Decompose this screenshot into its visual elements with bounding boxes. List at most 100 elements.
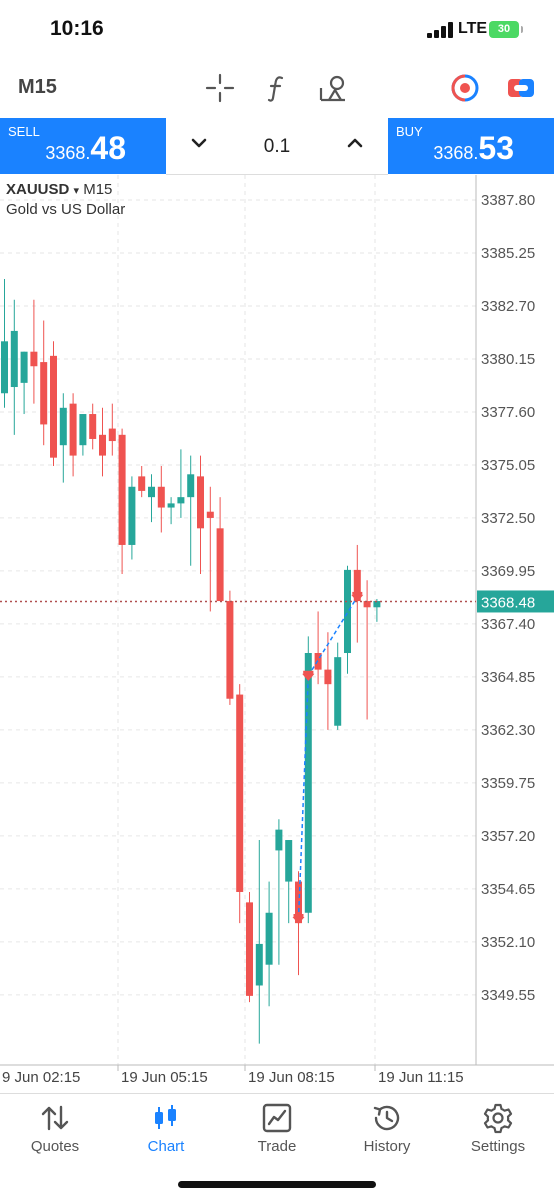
candle-body bbox=[30, 351, 38, 367]
trade-icon bbox=[262, 1103, 292, 1133]
candle-body bbox=[353, 569, 361, 602]
y-tick-label: 3369.95 bbox=[481, 563, 535, 580]
nav-settings[interactable]: Settings bbox=[443, 1094, 553, 1174]
y-tick-label: 3367.40 bbox=[481, 616, 535, 633]
y-tick-label: 3349.55 bbox=[481, 987, 535, 1004]
clock: 10:16 bbox=[50, 17, 104, 40]
symbol-header[interactable]: XAUUSD ▾ M15 bbox=[6, 181, 113, 198]
trade-marker-bar bbox=[293, 913, 304, 917]
trade-marker-bar bbox=[352, 591, 363, 595]
lot-value[interactable]: 0.1 bbox=[263, 136, 291, 157]
candle-body bbox=[226, 601, 234, 699]
network-label: LTE bbox=[458, 20, 488, 37]
candle-body bbox=[206, 511, 214, 518]
candle-body bbox=[20, 351, 28, 383]
candle-body bbox=[197, 476, 204, 529]
candle-body bbox=[344, 569, 351, 654]
candle-body bbox=[304, 653, 312, 913]
chevron-up-icon[interactable] bbox=[344, 132, 366, 154]
x-tick-label: 9 Jun 02:15 bbox=[2, 1069, 80, 1086]
lot-selector: 0.1 bbox=[166, 118, 388, 175]
sell-price: 3368.48 bbox=[45, 130, 126, 166]
y-tick-label: 3375.05 bbox=[481, 457, 535, 474]
candle-body bbox=[334, 657, 342, 726]
function-icon[interactable] bbox=[261, 72, 293, 104]
battery-icon: 30 bbox=[489, 21, 523, 38]
symbol-description: Gold vs US Dollar bbox=[6, 201, 126, 218]
candle-body bbox=[50, 355, 57, 458]
one-click-trading-panel: SELL 3368.48 0.1 BUY 3368.53 bbox=[0, 118, 554, 175]
candle-body bbox=[373, 601, 381, 608]
candle-body bbox=[89, 414, 97, 439]
candle-body bbox=[187, 474, 195, 498]
y-tick-label: 3359.75 bbox=[481, 775, 535, 792]
nav-chart[interactable]: Chart bbox=[111, 1094, 221, 1174]
y-tick-label: 3377.60 bbox=[481, 404, 535, 421]
nav-quotes[interactable]: Quotes bbox=[0, 1094, 110, 1174]
buy-button[interactable]: BUY 3368.53 bbox=[388, 118, 554, 174]
x-tick-label: 19 Jun 05:15 bbox=[121, 1069, 208, 1086]
status-bar: 10:16 LTE 30 bbox=[0, 0, 554, 60]
candle-body bbox=[40, 362, 48, 425]
trade-line bbox=[307, 596, 358, 677]
candle-body bbox=[246, 902, 253, 996]
history-icon bbox=[373, 1105, 400, 1131]
timeframe-button[interactable]: M15 bbox=[18, 76, 57, 98]
candle-body bbox=[108, 428, 116, 442]
switch-icon[interactable] bbox=[505, 72, 537, 104]
candle-body bbox=[128, 486, 136, 545]
x-tick-label: 19 Jun 11:15 bbox=[378, 1069, 464, 1086]
candle-body bbox=[167, 503, 175, 508]
candle-body bbox=[118, 434, 126, 545]
candle-body bbox=[216, 528, 224, 602]
chart-icon bbox=[155, 1105, 176, 1129]
candle-body bbox=[255, 943, 263, 986]
sell-label: SELL bbox=[8, 124, 40, 139]
candle-body bbox=[59, 407, 67, 446]
candle-body bbox=[148, 486, 155, 498]
sell-arrow-icon bbox=[351, 594, 364, 602]
current-price-label: 3368.48 bbox=[481, 594, 535, 611]
settings-icon bbox=[483, 1103, 513, 1134]
candle-body bbox=[177, 497, 185, 504]
x-tick-label: 19 Jun 08:15 bbox=[248, 1069, 335, 1086]
quotes-icon bbox=[41, 1105, 69, 1131]
candle-body bbox=[99, 434, 106, 456]
candle-body bbox=[157, 486, 165, 508]
y-tick-label: 3385.25 bbox=[481, 245, 535, 262]
candle-body bbox=[138, 476, 146, 491]
y-tick-label: 3364.85 bbox=[481, 669, 535, 686]
trade-marker-bar bbox=[303, 670, 314, 674]
candle-body bbox=[275, 829, 283, 851]
crosshair-icon[interactable] bbox=[204, 72, 236, 104]
candle-body bbox=[79, 414, 87, 446]
y-tick-label: 3387.80 bbox=[481, 192, 535, 209]
buy-label: BUY bbox=[396, 124, 423, 139]
y-tick-label: 3380.15 bbox=[481, 351, 535, 368]
chevron-down-icon[interactable] bbox=[188, 132, 210, 154]
objects-icon[interactable] bbox=[317, 72, 349, 104]
sell-button[interactable]: SELL 3368.48 bbox=[0, 118, 166, 174]
y-tick-label: 3354.65 bbox=[481, 881, 535, 898]
y-tick-label: 3362.30 bbox=[481, 722, 535, 739]
bottom-nav: Quotes Chart Trade History Settings bbox=[0, 1093, 554, 1174]
y-tick-label: 3372.50 bbox=[481, 510, 535, 527]
trade-circle-icon[interactable] bbox=[449, 72, 481, 104]
candle-body bbox=[324, 669, 332, 685]
candle-body bbox=[10, 330, 18, 388]
sell-arrow-icon bbox=[302, 673, 315, 681]
current-price-tag bbox=[477, 590, 554, 613]
candle-body bbox=[1, 341, 8, 394]
candle-body bbox=[69, 403, 77, 456]
y-tick-label: 3382.70 bbox=[481, 298, 535, 315]
candle-body bbox=[236, 694, 244, 892]
price-chart[interactable]: 3387.80 3385.25 3382.70 3380.15 3377.60 3375.… bbox=[0, 175, 554, 1090]
candle-body bbox=[363, 601, 371, 608]
candle-body bbox=[265, 912, 273, 965]
nav-history[interactable]: History bbox=[332, 1094, 442, 1174]
buy-price: 3368.53 bbox=[433, 130, 514, 166]
sell-arrow-icon bbox=[292, 916, 305, 924]
home-indicator bbox=[178, 1181, 376, 1188]
chart-toolbar: M15 bbox=[0, 62, 554, 116]
nav-trade[interactable]: Trade bbox=[222, 1094, 332, 1174]
